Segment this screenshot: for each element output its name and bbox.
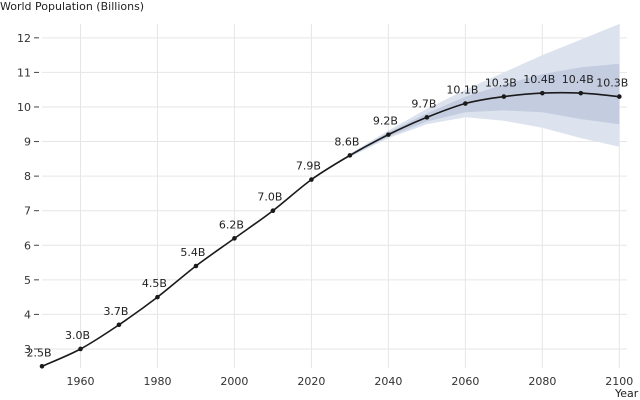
data-label: 10.4B <box>562 73 594 86</box>
data-label: 5.4B <box>180 246 205 259</box>
y-axis-title: World Population (Billions) <box>0 0 144 13</box>
data-label: 4.5B <box>142 277 167 290</box>
data-label: 9.2B <box>373 115 398 128</box>
axis-layer: 3 4 5 6 7 8 9 10 11 12 1960 1980 2000 2020 2040 2060 208… <box>17 32 633 388</box>
x-tick-label: 1980 <box>143 375 171 388</box>
grid-layer <box>42 24 627 368</box>
data-point <box>463 101 468 106</box>
data-point <box>347 153 353 158</box>
y-tick-label: 10 <box>17 101 31 114</box>
x-axis-title: Year <box>614 387 639 400</box>
x-tick-label: 2040 <box>374 375 402 388</box>
data-point <box>424 115 430 120</box>
data-point <box>270 208 276 213</box>
data-label: 10.4B <box>523 73 555 86</box>
x-tick-label: 2020 <box>297 375 325 388</box>
x-tick-label: 2100 <box>605 375 633 388</box>
data-point <box>78 346 83 352</box>
data-label: 10.3B <box>596 77 628 90</box>
data-label-layer: 2.5B 3.0B 3.7B 4.5B 5.4B 6.2B 7.0B 7.9B 8.6B 9.2B… <box>26 73 628 359</box>
data-point-layer <box>39 90 622 369</box>
data-label: 3.7B <box>103 305 128 318</box>
data-label: 3.0B <box>65 329 90 342</box>
data-label: 9.7B <box>411 97 436 110</box>
y-tick-label: 9 <box>24 136 31 149</box>
inner-uncertainty-band <box>349 63 620 157</box>
data-label: 10.1B <box>446 84 478 97</box>
data-point <box>617 94 622 99</box>
data-point <box>540 90 545 96</box>
uncertainty-band-layer <box>349 24 620 158</box>
x-tick-label: 2060 <box>451 375 479 388</box>
data-point <box>39 363 45 369</box>
data-point <box>155 294 160 300</box>
data-point <box>232 236 237 241</box>
data-label: 8.6B <box>334 135 359 148</box>
data-label: 6.2B <box>219 218 244 231</box>
y-tick-label: 6 <box>24 239 31 252</box>
y-tick-label: 4 <box>24 308 31 321</box>
data-point <box>193 263 199 269</box>
data-label: 7.9B <box>296 160 321 173</box>
data-point <box>501 94 507 99</box>
x-tick-label: 1960 <box>66 375 94 388</box>
data-label: 10.3B <box>485 77 517 90</box>
y-tick-label: 12 <box>17 32 31 45</box>
data-point <box>309 177 314 182</box>
series-line <box>41 91 620 368</box>
y-tick-label: 8 <box>24 170 31 183</box>
x-tick-label: 2080 <box>528 375 556 388</box>
series-line-layer <box>41 91 620 368</box>
y-tick-label: 3 <box>24 343 31 356</box>
x-tick-label: 2000 <box>220 375 248 388</box>
data-point <box>578 90 584 96</box>
y-tick-label: 5 <box>24 274 31 287</box>
data-label: 7.0B <box>257 191 282 204</box>
data-label: 2.5B <box>26 346 51 359</box>
data-point <box>386 132 391 137</box>
y-tick-label: 7 <box>24 205 31 218</box>
data-point <box>116 322 122 328</box>
y-tick-label: 11 <box>17 66 31 79</box>
